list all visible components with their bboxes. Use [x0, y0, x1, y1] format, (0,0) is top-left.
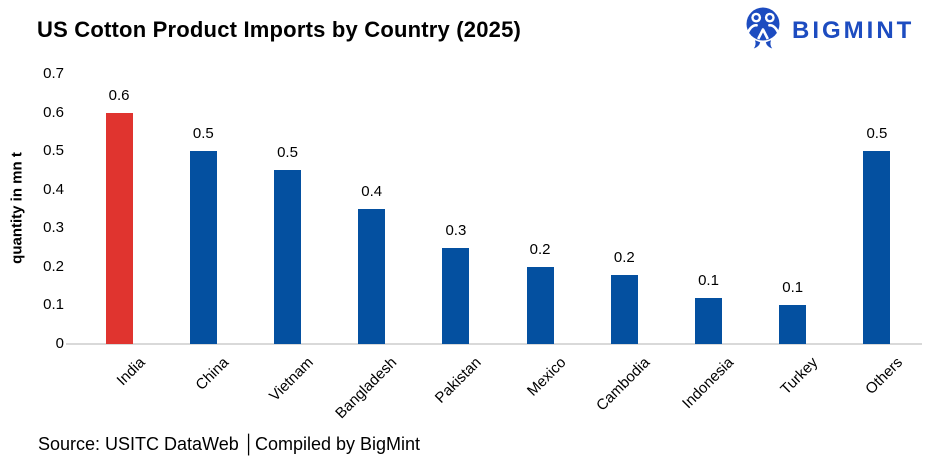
x-axis-label: Bangladesh — [332, 354, 401, 423]
x-axis-label: China — [192, 354, 233, 394]
x-axis-label: Others — [862, 354, 906, 398]
bar — [105, 112, 133, 344]
bar — [695, 297, 722, 344]
bar — [863, 151, 891, 344]
bar — [274, 170, 301, 344]
bar — [779, 305, 807, 344]
bar-value-label: 0.3 — [445, 221, 467, 239]
y-axis-tick-label: 0.6 — [43, 103, 64, 121]
x-axis-label: Turkey — [777, 354, 822, 399]
bar-value-label: 0.6 — [108, 86, 130, 104]
bar-value-label: 0.2 — [529, 240, 551, 258]
y-axis-tick-label: 0.4 — [43, 180, 64, 198]
bar — [442, 247, 470, 344]
bar-value-label: 0.1 — [782, 279, 804, 297]
x-axis-line — [66, 343, 922, 345]
y-axis-tick-label: 0.1 — [43, 296, 64, 314]
y-axis-tick-label: 0.2 — [43, 257, 64, 275]
x-axis-label: India — [113, 354, 149, 390]
y-axis-tick-label: 0 — [55, 335, 64, 352]
bar-value-label: 0.2 — [613, 248, 635, 266]
x-axis-label: Vietnam — [265, 354, 317, 405]
bar — [610, 274, 638, 344]
bar — [526, 266, 554, 344]
bar — [189, 151, 217, 344]
y-axis-tick-label: 0.5 — [43, 142, 64, 160]
x-axis-label: Indonesia — [679, 354, 738, 413]
y-axis-tick-label: 0.7 — [43, 65, 64, 82]
source-note: Source: USITC DataWeb │Compiled by BigMi… — [38, 434, 421, 454]
x-axis-label: Mexico — [523, 354, 570, 400]
chart-title: US Cotton Product Imports by Country (20… — [37, 17, 522, 42]
bar-value-label: 0.5 — [192, 125, 214, 143]
bar-value-label: 0.1 — [698, 271, 719, 289]
bigmint-logo: BIGMINT — [742, 5, 914, 53]
bigmint-wordmark: BIGMINT — [792, 16, 915, 44]
x-axis-label: Cambodia — [592, 354, 654, 415]
x-axis-label: Pakistan — [432, 354, 485, 407]
y-axis-title: quantity in mn t — [8, 152, 26, 264]
bigmint-people-icon — [745, 7, 781, 49]
bar — [358, 209, 386, 344]
bar-value-label: 0.4 — [361, 183, 383, 200]
bar-value-label: 0.5 — [277, 144, 298, 162]
bar-value-label: 0.5 — [866, 125, 888, 143]
y-axis-tick-label: 0.3 — [43, 219, 64, 237]
